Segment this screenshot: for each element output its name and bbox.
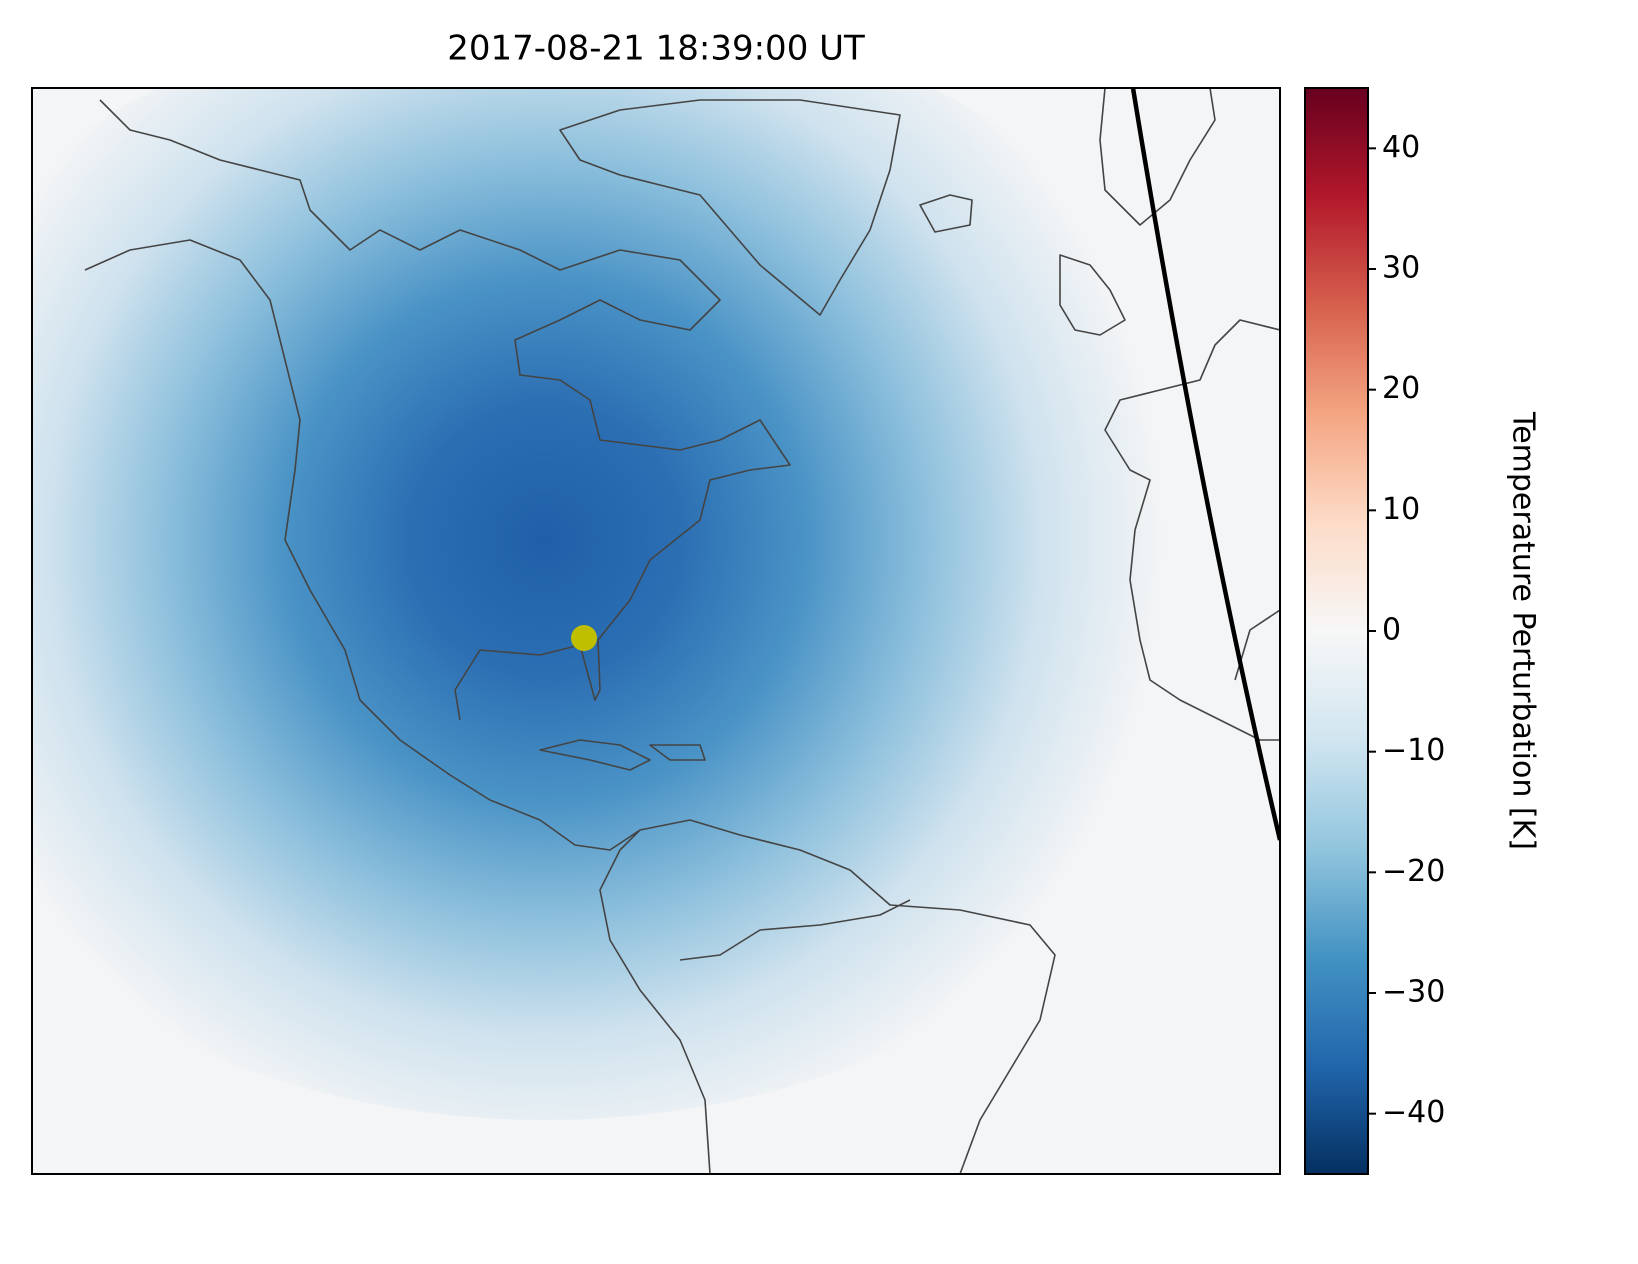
colorbar-tick-label: −40 [1382,1095,1445,1130]
colorbar-label: Temperature Perturbation [K] [1506,411,1541,850]
colorbar-tick-label: −10 [1382,733,1445,768]
colorbar: −40 −30 −20 −10 0 10 20 30 40 [1304,87,1445,1175]
map [32,88,1280,1174]
chart-title: 2017-08-21 18:39:00 UT [447,29,865,69]
terminator [1130,88,1280,841]
colorbar-tick-label: 20 [1382,371,1420,406]
colorbar-tick-label: 40 [1382,130,1420,165]
colorbar-fill [1304,87,1369,1175]
perturbation-field [32,88,1265,1120]
colorbar-tick-label: −30 [1382,975,1445,1010]
colorbar-tick-label: 10 [1382,492,1420,527]
map-frame [31,87,1281,1175]
coastline [559,99,901,316]
location-marker [571,625,597,651]
colorbar-tick-label: −20 [1382,854,1445,889]
colorbar-tick-label: 0 [1382,613,1401,648]
colorbar-tick-label: 30 [1382,251,1420,286]
coastline [599,819,1056,1174]
coastline [84,99,791,851]
coastline [539,739,911,961]
